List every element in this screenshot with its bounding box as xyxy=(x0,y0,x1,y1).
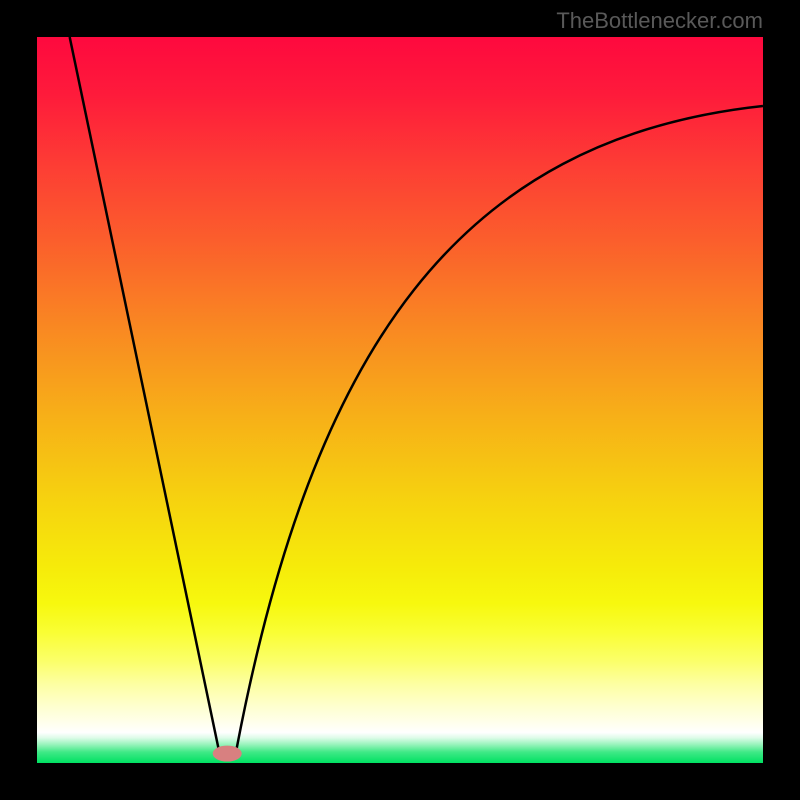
watermark-text: TheBottlenecker.com xyxy=(556,8,763,34)
valley-marker xyxy=(213,746,242,762)
chart-plot-area xyxy=(37,37,763,763)
chart-svg xyxy=(37,37,763,763)
